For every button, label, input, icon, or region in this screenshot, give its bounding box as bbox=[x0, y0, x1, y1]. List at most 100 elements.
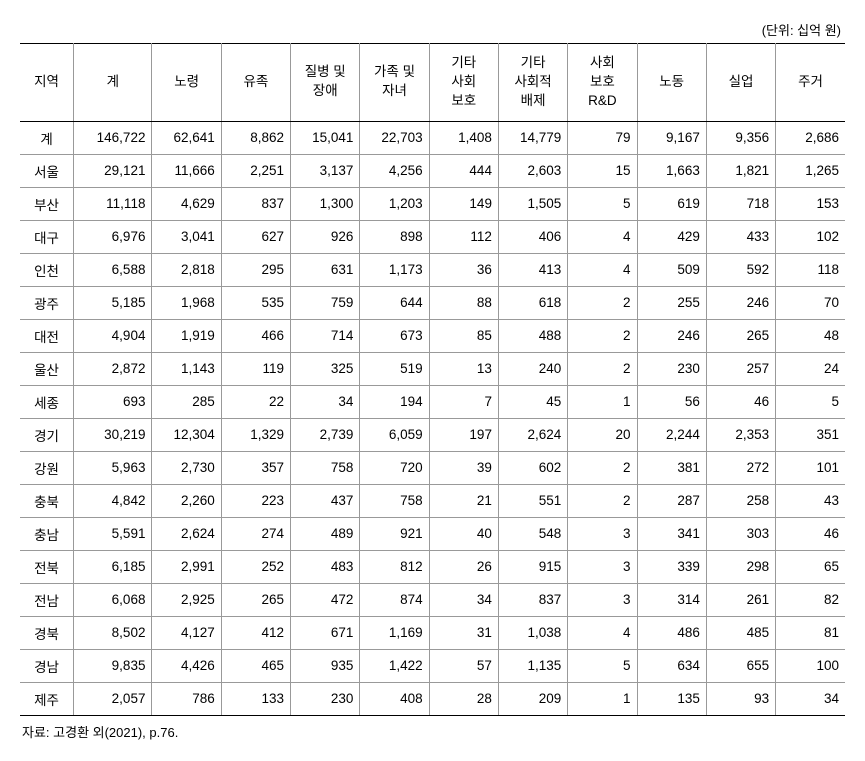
value-cell: 2,603 bbox=[498, 154, 567, 187]
table-row: 서울29,12111,6662,2513,1374,2564442,603151… bbox=[20, 154, 845, 187]
value-cell: 6,588 bbox=[74, 253, 152, 286]
value-cell: 466 bbox=[221, 319, 290, 352]
value-cell: 2,251 bbox=[221, 154, 290, 187]
value-cell: 4,256 bbox=[360, 154, 429, 187]
value-cell: 102 bbox=[776, 220, 845, 253]
value-cell: 112 bbox=[429, 220, 498, 253]
value-cell: 34 bbox=[429, 583, 498, 616]
value-cell: 314 bbox=[637, 583, 706, 616]
value-cell: 2,624 bbox=[152, 517, 221, 550]
unit-label: (단위: 십억 원) bbox=[20, 20, 845, 39]
region-cell: 인천 bbox=[20, 253, 74, 286]
value-cell: 837 bbox=[221, 187, 290, 220]
value-cell: 258 bbox=[706, 484, 775, 517]
value-cell: 9,835 bbox=[74, 649, 152, 682]
value-cell: 246 bbox=[637, 319, 706, 352]
value-cell: 357 bbox=[221, 451, 290, 484]
column-header: 계 bbox=[74, 44, 152, 122]
value-cell: 149 bbox=[429, 187, 498, 220]
value-cell: 465 bbox=[221, 649, 290, 682]
table-row: 전북6,1852,99125248381226915333929865 bbox=[20, 550, 845, 583]
value-cell: 2,244 bbox=[637, 418, 706, 451]
value-cell: 718 bbox=[706, 187, 775, 220]
table-row: 경북8,5024,1274126711,169311,038448648581 bbox=[20, 616, 845, 649]
value-cell: 9,167 bbox=[637, 121, 706, 154]
value-cell: 1 bbox=[568, 682, 637, 715]
value-cell: 146,722 bbox=[74, 121, 152, 154]
value-cell: 4,904 bbox=[74, 319, 152, 352]
value-cell: 1,505 bbox=[498, 187, 567, 220]
value-cell: 429 bbox=[637, 220, 706, 253]
value-cell: 20 bbox=[568, 418, 637, 451]
data-table: 지역계노령유족질병 및장애가족 및자녀기타사회보호기타사회적배제사회보호R&D노… bbox=[20, 43, 845, 716]
value-cell: 153 bbox=[776, 187, 845, 220]
value-cell: 135 bbox=[637, 682, 706, 715]
value-cell: 14,779 bbox=[498, 121, 567, 154]
value-cell: 34 bbox=[291, 385, 360, 418]
value-cell: 2 bbox=[568, 319, 637, 352]
value-cell: 3,137 bbox=[291, 154, 360, 187]
value-cell: 631 bbox=[291, 253, 360, 286]
region-cell: 계 bbox=[20, 121, 74, 154]
value-cell: 230 bbox=[637, 352, 706, 385]
value-cell: 1,663 bbox=[637, 154, 706, 187]
value-cell: 786 bbox=[152, 682, 221, 715]
value-cell: 1,821 bbox=[706, 154, 775, 187]
value-cell: 758 bbox=[360, 484, 429, 517]
value-cell: 26 bbox=[429, 550, 498, 583]
table-row: 경남9,8354,4264659351,422571,1355634655100 bbox=[20, 649, 845, 682]
value-cell: 261 bbox=[706, 583, 775, 616]
value-cell: 39 bbox=[429, 451, 498, 484]
column-header: 사회보호R&D bbox=[568, 44, 637, 122]
source-citation: 자료: 고경환 외(2021), p.76. bbox=[20, 722, 845, 741]
value-cell: 119 bbox=[221, 352, 290, 385]
value-cell: 644 bbox=[360, 286, 429, 319]
value-cell: 2,353 bbox=[706, 418, 775, 451]
value-cell: 85 bbox=[429, 319, 498, 352]
value-cell: 30,219 bbox=[74, 418, 152, 451]
value-cell: 2,925 bbox=[152, 583, 221, 616]
value-cell: 1,422 bbox=[360, 649, 429, 682]
value-cell: 34 bbox=[776, 682, 845, 715]
value-cell: 2,872 bbox=[74, 352, 152, 385]
column-header: 노동 bbox=[637, 44, 706, 122]
value-cell: 486 bbox=[637, 616, 706, 649]
value-cell: 57 bbox=[429, 649, 498, 682]
value-cell: 433 bbox=[706, 220, 775, 253]
value-cell: 246 bbox=[706, 286, 775, 319]
value-cell: 472 bbox=[291, 583, 360, 616]
region-cell: 세종 bbox=[20, 385, 74, 418]
value-cell: 634 bbox=[637, 649, 706, 682]
value-cell: 627 bbox=[221, 220, 290, 253]
value-cell: 9,356 bbox=[706, 121, 775, 154]
value-cell: 483 bbox=[291, 550, 360, 583]
value-cell: 194 bbox=[360, 385, 429, 418]
value-cell: 252 bbox=[221, 550, 290, 583]
region-cell: 광주 bbox=[20, 286, 74, 319]
value-cell: 15 bbox=[568, 154, 637, 187]
value-cell: 255 bbox=[637, 286, 706, 319]
region-cell: 전남 bbox=[20, 583, 74, 616]
region-cell: 충북 bbox=[20, 484, 74, 517]
value-cell: 325 bbox=[291, 352, 360, 385]
region-cell: 대구 bbox=[20, 220, 74, 253]
value-cell: 4,426 bbox=[152, 649, 221, 682]
value-cell: 1,265 bbox=[776, 154, 845, 187]
value-cell: 70 bbox=[776, 286, 845, 319]
value-cell: 921 bbox=[360, 517, 429, 550]
value-cell: 46 bbox=[776, 517, 845, 550]
value-cell: 1,169 bbox=[360, 616, 429, 649]
value-cell: 3,041 bbox=[152, 220, 221, 253]
value-cell: 926 bbox=[291, 220, 360, 253]
table-row: 충남5,5912,62427448992140548334130346 bbox=[20, 517, 845, 550]
value-cell: 3 bbox=[568, 583, 637, 616]
value-cell: 133 bbox=[221, 682, 290, 715]
table-row: 강원5,9632,730357758720396022381272101 bbox=[20, 451, 845, 484]
value-cell: 915 bbox=[498, 550, 567, 583]
value-cell: 11,118 bbox=[74, 187, 152, 220]
value-cell: 1,329 bbox=[221, 418, 290, 451]
value-cell: 287 bbox=[637, 484, 706, 517]
value-cell: 413 bbox=[498, 253, 567, 286]
region-cell: 서울 bbox=[20, 154, 74, 187]
value-cell: 602 bbox=[498, 451, 567, 484]
